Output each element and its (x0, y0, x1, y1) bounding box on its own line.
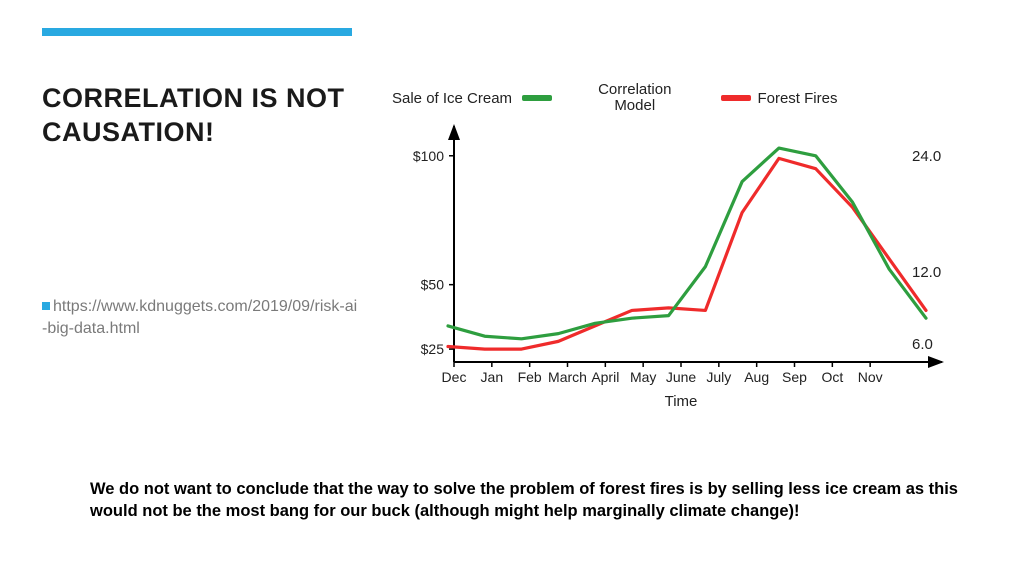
slide-caption: We do not want to conclude that the way … (90, 478, 964, 523)
source-link-line: https://www.kdnuggets.com/2019/09/risk-a… (42, 296, 362, 339)
bullet-icon (42, 302, 50, 310)
slide-accent-bar (42, 28, 352, 36)
legend-label-ice-cream: Sale of Ice Cream (392, 90, 512, 107)
svg-text:$100: $100 (413, 148, 444, 164)
svg-text:Feb: Feb (518, 369, 542, 385)
svg-text:Oct: Oct (821, 369, 843, 385)
svg-text:Dec: Dec (442, 369, 467, 385)
svg-text:12.0: 12.0 (912, 264, 941, 281)
svg-text:March: March (548, 369, 587, 385)
legend-swatch-ice-cream (522, 95, 552, 101)
svg-text:6.0: 6.0 (912, 336, 933, 353)
svg-text:$25: $25 (421, 341, 445, 357)
chart-center-title: Correlation Model (598, 82, 671, 115)
svg-text:Aug: Aug (744, 369, 769, 385)
chart-legend: Sale of Ice Cream Correlation Model Fore… (388, 78, 968, 118)
svg-text:Jan: Jan (481, 369, 504, 385)
svg-text:July: July (706, 369, 731, 385)
legend-label-forest-fires: Forest Fires (757, 90, 837, 107)
svg-text:Nov: Nov (858, 369, 883, 385)
svg-text:$50: $50 (421, 277, 445, 293)
slide-title: CORRELATION IS NOT CAUSATION! (42, 82, 362, 150)
svg-text:Time: Time (665, 393, 698, 410)
svg-text:Sep: Sep (782, 369, 807, 385)
legend-item-forest-fires: Forest Fires (711, 90, 837, 107)
legend-item-ice-cream: Sale of Ice Cream (392, 90, 558, 107)
source-url-text[interactable]: https://www.kdnuggets.com/2019/09/risk-a… (42, 298, 357, 337)
svg-text:24.0: 24.0 (912, 148, 941, 165)
svg-text:June: June (666, 369, 697, 385)
legend-swatch-forest-fires (721, 95, 751, 101)
correlation-chart: Sale of Ice Cream Correlation Model Fore… (388, 78, 968, 418)
svg-text:May: May (630, 369, 656, 385)
svg-text:April: April (591, 369, 619, 385)
chart-plot-svg: $25 $50 $100 Dec Jan Feb MarchApril May June July… (388, 122, 968, 418)
